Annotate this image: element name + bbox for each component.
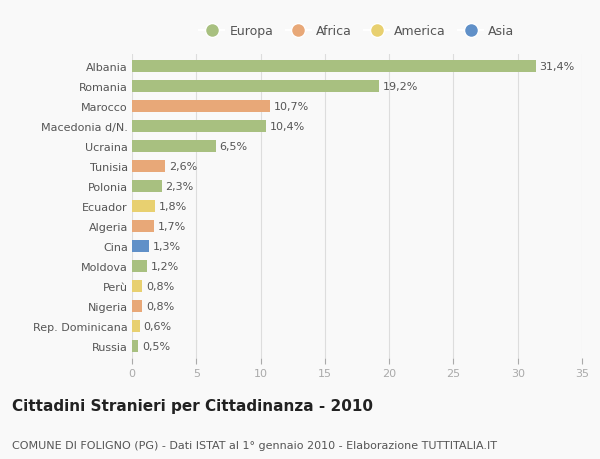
Bar [132,241,149,252]
Bar [132,300,142,312]
Bar [132,340,139,352]
Text: 1,2%: 1,2% [151,261,179,271]
Legend: Europa, Africa, America, Asia: Europa, Africa, America, Asia [199,25,515,38]
Bar [132,161,166,173]
Bar [132,81,379,93]
Text: 2,3%: 2,3% [166,182,194,191]
Text: COMUNE DI FOLIGNO (PG) - Dati ISTAT al 1° gennaio 2010 - Elaborazione TUTTITALIA: COMUNE DI FOLIGNO (PG) - Dati ISTAT al 1… [12,440,497,450]
Text: 1,7%: 1,7% [158,222,186,231]
Text: 0,5%: 0,5% [142,341,170,351]
Bar [132,121,266,133]
Bar [132,181,161,193]
Bar [132,201,155,213]
Text: 19,2%: 19,2% [383,82,418,92]
Bar [132,220,154,232]
Text: Cittadini Stranieri per Cittadinanza - 2010: Cittadini Stranieri per Cittadinanza - 2… [12,398,373,413]
Bar [132,320,140,332]
Text: 10,7%: 10,7% [274,102,308,112]
Bar [132,260,148,272]
Bar [132,280,142,292]
Text: 0,8%: 0,8% [146,281,175,291]
Text: 0,6%: 0,6% [143,321,172,331]
Text: 1,3%: 1,3% [152,241,181,252]
Text: 6,5%: 6,5% [220,142,248,152]
Text: 0,8%: 0,8% [146,301,175,311]
Bar [132,61,536,73]
Text: 31,4%: 31,4% [539,62,575,72]
Bar [132,141,215,153]
Text: 2,6%: 2,6% [169,162,197,172]
Text: 1,8%: 1,8% [159,202,187,212]
Text: 10,4%: 10,4% [269,122,305,132]
Bar [132,101,269,113]
